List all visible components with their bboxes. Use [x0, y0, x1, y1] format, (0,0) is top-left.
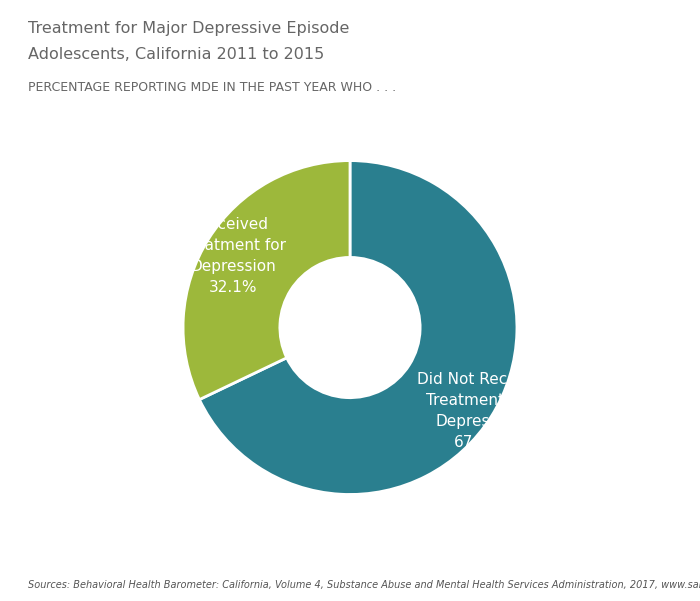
- Wedge shape: [183, 160, 350, 400]
- Text: Sources: Behavioral Health Barometer: California, Volume 4, Substance Abuse and : Sources: Behavioral Health Barometer: Ca…: [28, 580, 700, 590]
- Text: Treatment for Major Depressive Episode: Treatment for Major Depressive Episode: [28, 21, 349, 36]
- Text: Received
Treatment for
Depression
32.1%: Received Treatment for Depression 32.1%: [181, 217, 286, 295]
- Circle shape: [280, 257, 420, 398]
- Text: PERCENTAGE REPORTING MDE IN THE PAST YEAR WHO . . .: PERCENTAGE REPORTING MDE IN THE PAST YEA…: [28, 81, 396, 94]
- Text: Adolescents, California 2011 to 2015: Adolescents, California 2011 to 2015: [28, 47, 324, 62]
- Wedge shape: [199, 160, 517, 495]
- Text: Did Not Receive
Treatment for
Depression
67.9%: Did Not Receive Treatment for Depression…: [417, 372, 540, 450]
